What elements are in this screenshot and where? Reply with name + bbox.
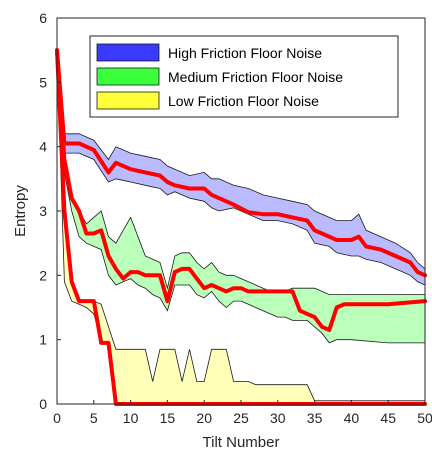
medium-friction-floor-noise-mean-line — [55, 48, 427, 332]
legend-entry-label: High Friction Floor Noise — [168, 45, 322, 61]
legend-swatch — [96, 43, 160, 62]
x-tick-label: 20 — [196, 410, 212, 426]
legend: High Friction Floor Noise Medium Friction… — [89, 35, 399, 118]
high-friction-floor-noise-mean-line — [55, 48, 427, 278]
x-tick-label: 40 — [344, 410, 360, 426]
x-tick-label: 0 — [53, 410, 61, 426]
legend-entry-label: Medium Friction Floor Noise — [168, 69, 343, 85]
x-tick-label: 10 — [123, 410, 139, 426]
x-tick-label: 25 — [233, 410, 249, 426]
y-tick-label: 0 — [39, 396, 47, 412]
legend-entry-label: Low Friction Floor Noise — [168, 93, 319, 109]
y-axis-label: Entropy — [12, 185, 29, 237]
y-tick-label: 3 — [39, 203, 47, 219]
y-tick-label: 2 — [39, 267, 47, 283]
x-tick-label: 50 — [417, 410, 432, 426]
x-tick-label: 35 — [307, 410, 323, 426]
x-tick-label: 30 — [270, 410, 286, 426]
x-tick-label: 45 — [380, 410, 396, 426]
y-axis: 0 1 2 3 4 5 6 — [39, 10, 61, 412]
y-tick-label: 4 — [39, 139, 47, 155]
y-tick-label: 1 — [39, 332, 47, 348]
x-axis-label: Tilt Number — [203, 434, 280, 451]
x-tick-label: 5 — [90, 410, 98, 426]
x-tick-label: 15 — [160, 410, 176, 426]
y-tick-label: 5 — [39, 74, 47, 90]
x-axis: 0 5 10 15 20 25 30 35 40 45 50 — [53, 400, 432, 426]
y-tick-label: 6 — [39, 10, 47, 26]
legend-swatch — [96, 91, 160, 110]
legend-swatch — [96, 67, 160, 86]
